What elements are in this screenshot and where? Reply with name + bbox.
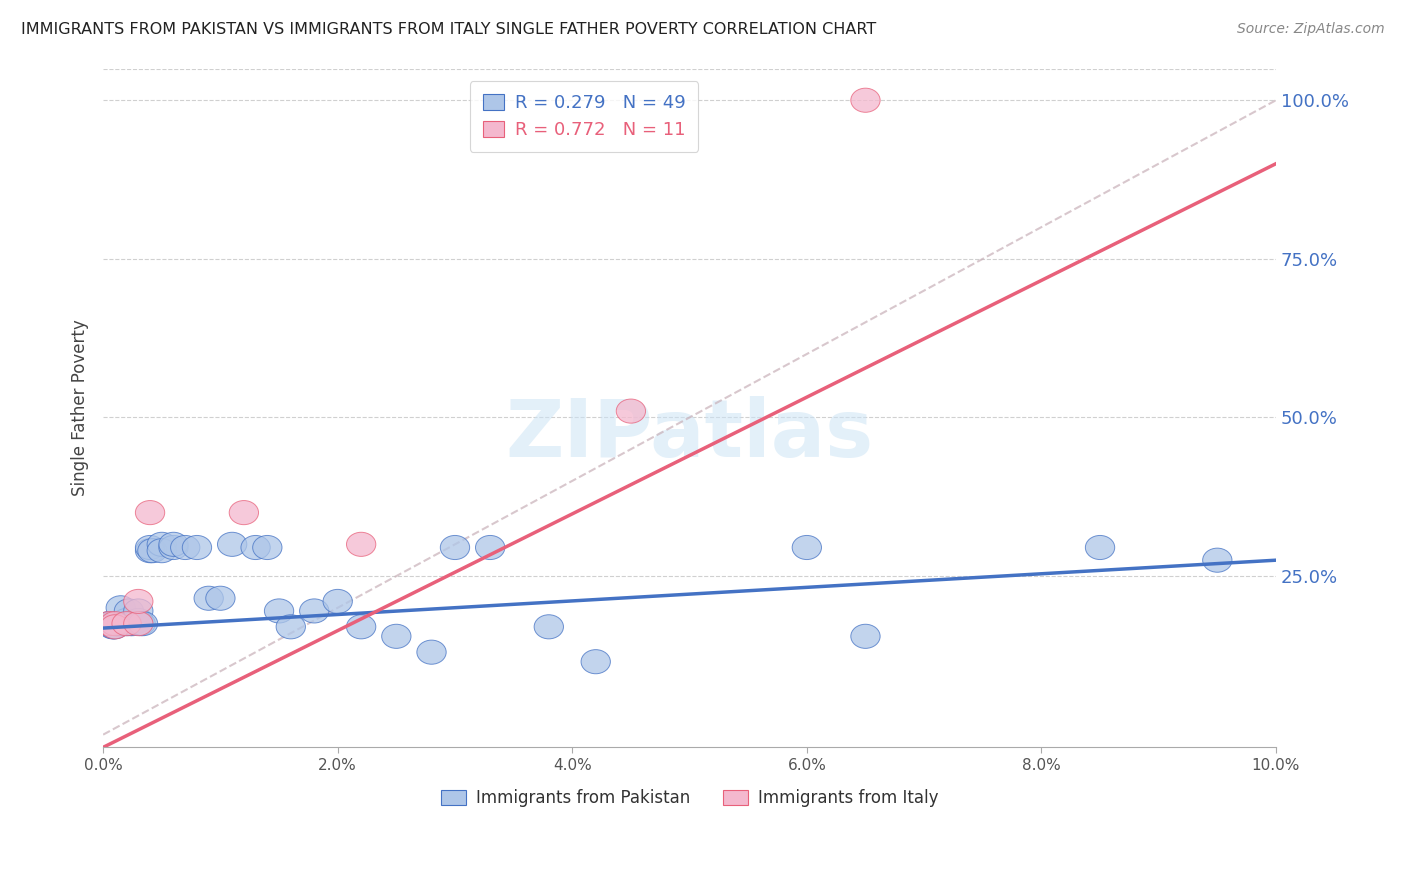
Text: ZIPatlas: ZIPatlas [505, 396, 873, 474]
Ellipse shape [851, 88, 880, 112]
Ellipse shape [792, 535, 821, 559]
Ellipse shape [124, 599, 153, 623]
Ellipse shape [323, 590, 353, 614]
Ellipse shape [97, 612, 127, 636]
Ellipse shape [94, 612, 124, 636]
Ellipse shape [128, 612, 157, 636]
Ellipse shape [1202, 549, 1232, 573]
Ellipse shape [100, 612, 129, 636]
Ellipse shape [148, 533, 176, 557]
Ellipse shape [229, 500, 259, 524]
Ellipse shape [440, 535, 470, 559]
Ellipse shape [218, 533, 247, 557]
Ellipse shape [112, 612, 141, 636]
Ellipse shape [112, 608, 141, 632]
Ellipse shape [851, 624, 880, 648]
Ellipse shape [240, 535, 270, 559]
Ellipse shape [1085, 535, 1115, 559]
Text: IMMIGRANTS FROM PAKISTAN VS IMMIGRANTS FROM ITALY SINGLE FATHER POVERTY CORRELAT: IMMIGRANTS FROM PAKISTAN VS IMMIGRANTS F… [21, 22, 876, 37]
Ellipse shape [159, 535, 188, 559]
Ellipse shape [416, 640, 446, 665]
Ellipse shape [124, 608, 153, 632]
Ellipse shape [135, 500, 165, 524]
Ellipse shape [112, 612, 141, 636]
Ellipse shape [127, 612, 155, 636]
Ellipse shape [276, 615, 305, 639]
Ellipse shape [159, 533, 188, 557]
Ellipse shape [98, 615, 128, 639]
Ellipse shape [581, 649, 610, 673]
Legend: Immigrants from Pakistan, Immigrants from Italy: Immigrants from Pakistan, Immigrants fro… [434, 782, 945, 814]
Ellipse shape [475, 535, 505, 559]
Ellipse shape [183, 535, 212, 559]
Ellipse shape [124, 612, 153, 636]
Ellipse shape [105, 596, 135, 620]
Ellipse shape [124, 590, 153, 614]
Ellipse shape [107, 612, 136, 636]
Ellipse shape [100, 615, 129, 639]
Ellipse shape [616, 399, 645, 423]
Ellipse shape [253, 535, 283, 559]
Ellipse shape [100, 612, 129, 636]
Ellipse shape [264, 599, 294, 623]
Ellipse shape [205, 586, 235, 610]
Y-axis label: Single Father Poverty: Single Father Poverty [72, 319, 89, 496]
Ellipse shape [103, 612, 132, 636]
Ellipse shape [104, 612, 134, 636]
Ellipse shape [194, 586, 224, 610]
Ellipse shape [534, 615, 564, 639]
Ellipse shape [115, 612, 145, 636]
Ellipse shape [381, 624, 411, 648]
Ellipse shape [346, 615, 375, 639]
Ellipse shape [170, 535, 200, 559]
Ellipse shape [118, 612, 148, 636]
Ellipse shape [114, 599, 143, 623]
Ellipse shape [135, 535, 165, 559]
Ellipse shape [100, 615, 129, 639]
Ellipse shape [94, 612, 124, 636]
Ellipse shape [135, 539, 165, 563]
Ellipse shape [346, 533, 375, 557]
Ellipse shape [98, 615, 127, 639]
Ellipse shape [148, 539, 176, 563]
Ellipse shape [96, 612, 125, 636]
Text: Source: ZipAtlas.com: Source: ZipAtlas.com [1237, 22, 1385, 37]
Ellipse shape [299, 599, 329, 623]
Ellipse shape [138, 539, 167, 563]
